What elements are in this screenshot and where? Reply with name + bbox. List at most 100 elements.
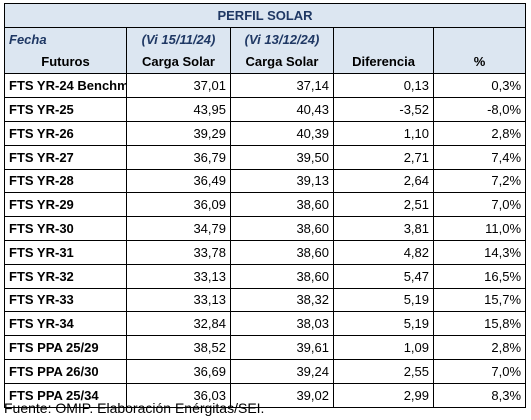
table-row: FTS YR-33 33,13 38,32 5,19 15,7% (4, 287, 527, 313)
value-13-12-24: 40,43 (230, 97, 334, 122)
table-row: FTS YR-32 33,13 38,60 5,47 16,5% (4, 263, 527, 289)
difference-value: 4,82 (333, 239, 434, 265)
value-13-12-24: 37,14 (230, 73, 334, 99)
row-label: FTS YR-29 (4, 192, 127, 218)
row-label: FTS YR-28 (4, 168, 127, 194)
value-15-11-24: 38,52 (126, 335, 231, 360)
percent-value: 7,0% (432, 358, 527, 384)
value-13-12-24: 39,50 (230, 144, 334, 170)
table-row: FTS YR-25 43,95 40,43 -3,52 -8,0% (4, 97, 527, 122)
value-15-11-24: 36,49 (126, 168, 231, 194)
source-footer: Fuente: OMIP. Elaboración Enérgitas/SEI. (4, 400, 265, 416)
value-15-11-24: 33,13 (126, 263, 231, 289)
percent-value: 7,4% (432, 144, 527, 170)
difference-value: 5,19 (333, 311, 434, 337)
table-row: FTS YR-28 36,49 39,13 2,64 7,2% (4, 168, 527, 194)
value-15-11-24: 39,29 (126, 120, 231, 146)
difference-value: 1,10 (333, 120, 434, 146)
value-15-11-24: 33,13 (126, 287, 231, 313)
difference-value: 2,71 (333, 144, 434, 170)
value-13-12-24: 40,39 (230, 120, 334, 146)
value-13-12-24: 38,03 (230, 311, 334, 337)
table-title: PERFIL SOLAR (3, 3, 527, 28)
header-carga-solar-2: Carga Solar (230, 50, 334, 75)
value-13-12-24: 38,60 (230, 216, 334, 241)
header-date-1: (Vi 15/11/24) (126, 26, 231, 51)
header-carga-solar-1: Carga Solar (126, 50, 231, 75)
difference-value: 3,81 (333, 216, 434, 241)
row-label: FTS YR-25 (4, 97, 127, 122)
row-label: FTS YR-31 (4, 239, 127, 265)
difference-value: 5,19 (333, 287, 434, 313)
difference-value: 2,55 (333, 358, 434, 384)
difference-value: 1,09 (333, 335, 434, 360)
value-15-11-24: 37,01 (126, 73, 231, 99)
percent-value: 2,8% (432, 120, 527, 146)
value-13-12-24: 39,61 (230, 335, 334, 360)
table-row: FTS YR-24 Benchm. 37,01 37,14 0,13 0,3% (4, 73, 527, 99)
table-row: FTS PPA 25/34 36,03 39,02 2,99 8,3% (4, 382, 527, 408)
percent-value: 16,5% (432, 263, 527, 289)
table-row: FTS YR-27 36,79 39,50 2,71 7,4% (4, 144, 527, 170)
value-15-11-24: 36,09 (126, 192, 231, 218)
row-label: FTS PPA 25/34 (4, 382, 127, 408)
value-13-12-24: 39,13 (230, 168, 334, 194)
percent-value: -8,0% (432, 97, 527, 122)
difference-value: -3,52 (333, 97, 434, 122)
row-label: FTS YR-32 (4, 263, 127, 289)
table-row: FTS PPA 25/29 38,52 39,61 1,09 2,8% (4, 335, 527, 360)
value-15-11-24: 43,95 (126, 97, 231, 122)
header-fecha: Fecha (4, 26, 127, 51)
table-row: FTS YR-26 39,29 40,39 1,10 2,8% (4, 120, 527, 146)
percent-value: 8,3% (432, 382, 527, 408)
header-futuros: Futuros (4, 50, 127, 75)
value-13-12-24: 39,24 (230, 358, 334, 384)
header-percent: % (432, 50, 527, 75)
table-row: FTS YR-34 32,84 38,03 5,19 15,8% (4, 311, 527, 337)
header-date-2: (Vi 13/12/24) (230, 26, 334, 51)
percent-value: 15,8% (432, 311, 527, 337)
difference-value: 2,99 (333, 382, 434, 408)
percent-value: 7,2% (432, 168, 527, 194)
percent-value: 11,0% (432, 216, 527, 241)
header-diff-spacer (333, 26, 434, 51)
value-13-12-24: 38,60 (230, 192, 334, 218)
value-15-11-24: 32,84 (126, 311, 231, 337)
header-row-bottom: Futuros Carga Solar Carga Solar Diferenc… (4, 50, 527, 75)
table-row: FTS YR-30 34,79 38,60 3,81 11,0% (4, 216, 527, 241)
table-row: FTS YR-29 36,09 38,60 2,51 7,0% (4, 192, 527, 218)
difference-value: 0,13 (333, 73, 434, 99)
difference-value: 2,51 (333, 192, 434, 218)
difference-value: 2,64 (333, 168, 434, 194)
row-label: FTS YR-27 (4, 144, 127, 170)
percent-value: 2,8% (432, 335, 527, 360)
table-row: FTS PPA 26/30 36,69 39,24 2,55 7,0% (4, 358, 527, 384)
value-15-11-24: 36,79 (126, 144, 231, 170)
row-label: FTS PPA 25/29 (4, 335, 127, 360)
row-label: FTS YR-33 (4, 287, 127, 313)
row-label: FTS YR-34 (4, 311, 127, 337)
table-body: FTS YR-24 Benchm. 37,01 37,14 0,13 0,3% FTS Y… (4, 73, 527, 408)
row-label: FTS YR-26 (4, 120, 127, 146)
value-15-11-24: 36,69 (126, 358, 231, 384)
value-13-12-24: 38,32 (230, 287, 334, 313)
percent-value: 15,7% (432, 287, 527, 313)
solar-profile-table: PERFIL SOLAR Fecha (Vi 15/11/24) (Vi 13/… (3, 3, 527, 408)
table-row: FTS YR-31 33,78 38,60 4,82 14,3% (4, 239, 527, 265)
difference-value: 5,47 (333, 263, 434, 289)
value-15-11-24: 33,78 (126, 239, 231, 265)
percent-value: 14,3% (432, 239, 527, 265)
header-pct-spacer (432, 26, 527, 51)
header-row-top: Fecha (Vi 15/11/24) (Vi 13/12/24) (4, 26, 527, 51)
value-15-11-24: 36,03 (126, 382, 231, 408)
value-15-11-24: 34,79 (126, 216, 231, 241)
header-diferencia: Diferencia (333, 50, 434, 75)
row-label: FTS PPA 26/30 (4, 358, 127, 384)
value-13-12-24: 38,60 (230, 239, 334, 265)
percent-value: 7,0% (432, 192, 527, 218)
percent-value: 0,3% (432, 73, 527, 99)
title-row: PERFIL SOLAR (3, 3, 527, 28)
value-13-12-24: 38,60 (230, 263, 334, 289)
row-label: FTS YR-30 (4, 216, 127, 241)
row-label: FTS YR-24 Benchm. (4, 73, 127, 99)
